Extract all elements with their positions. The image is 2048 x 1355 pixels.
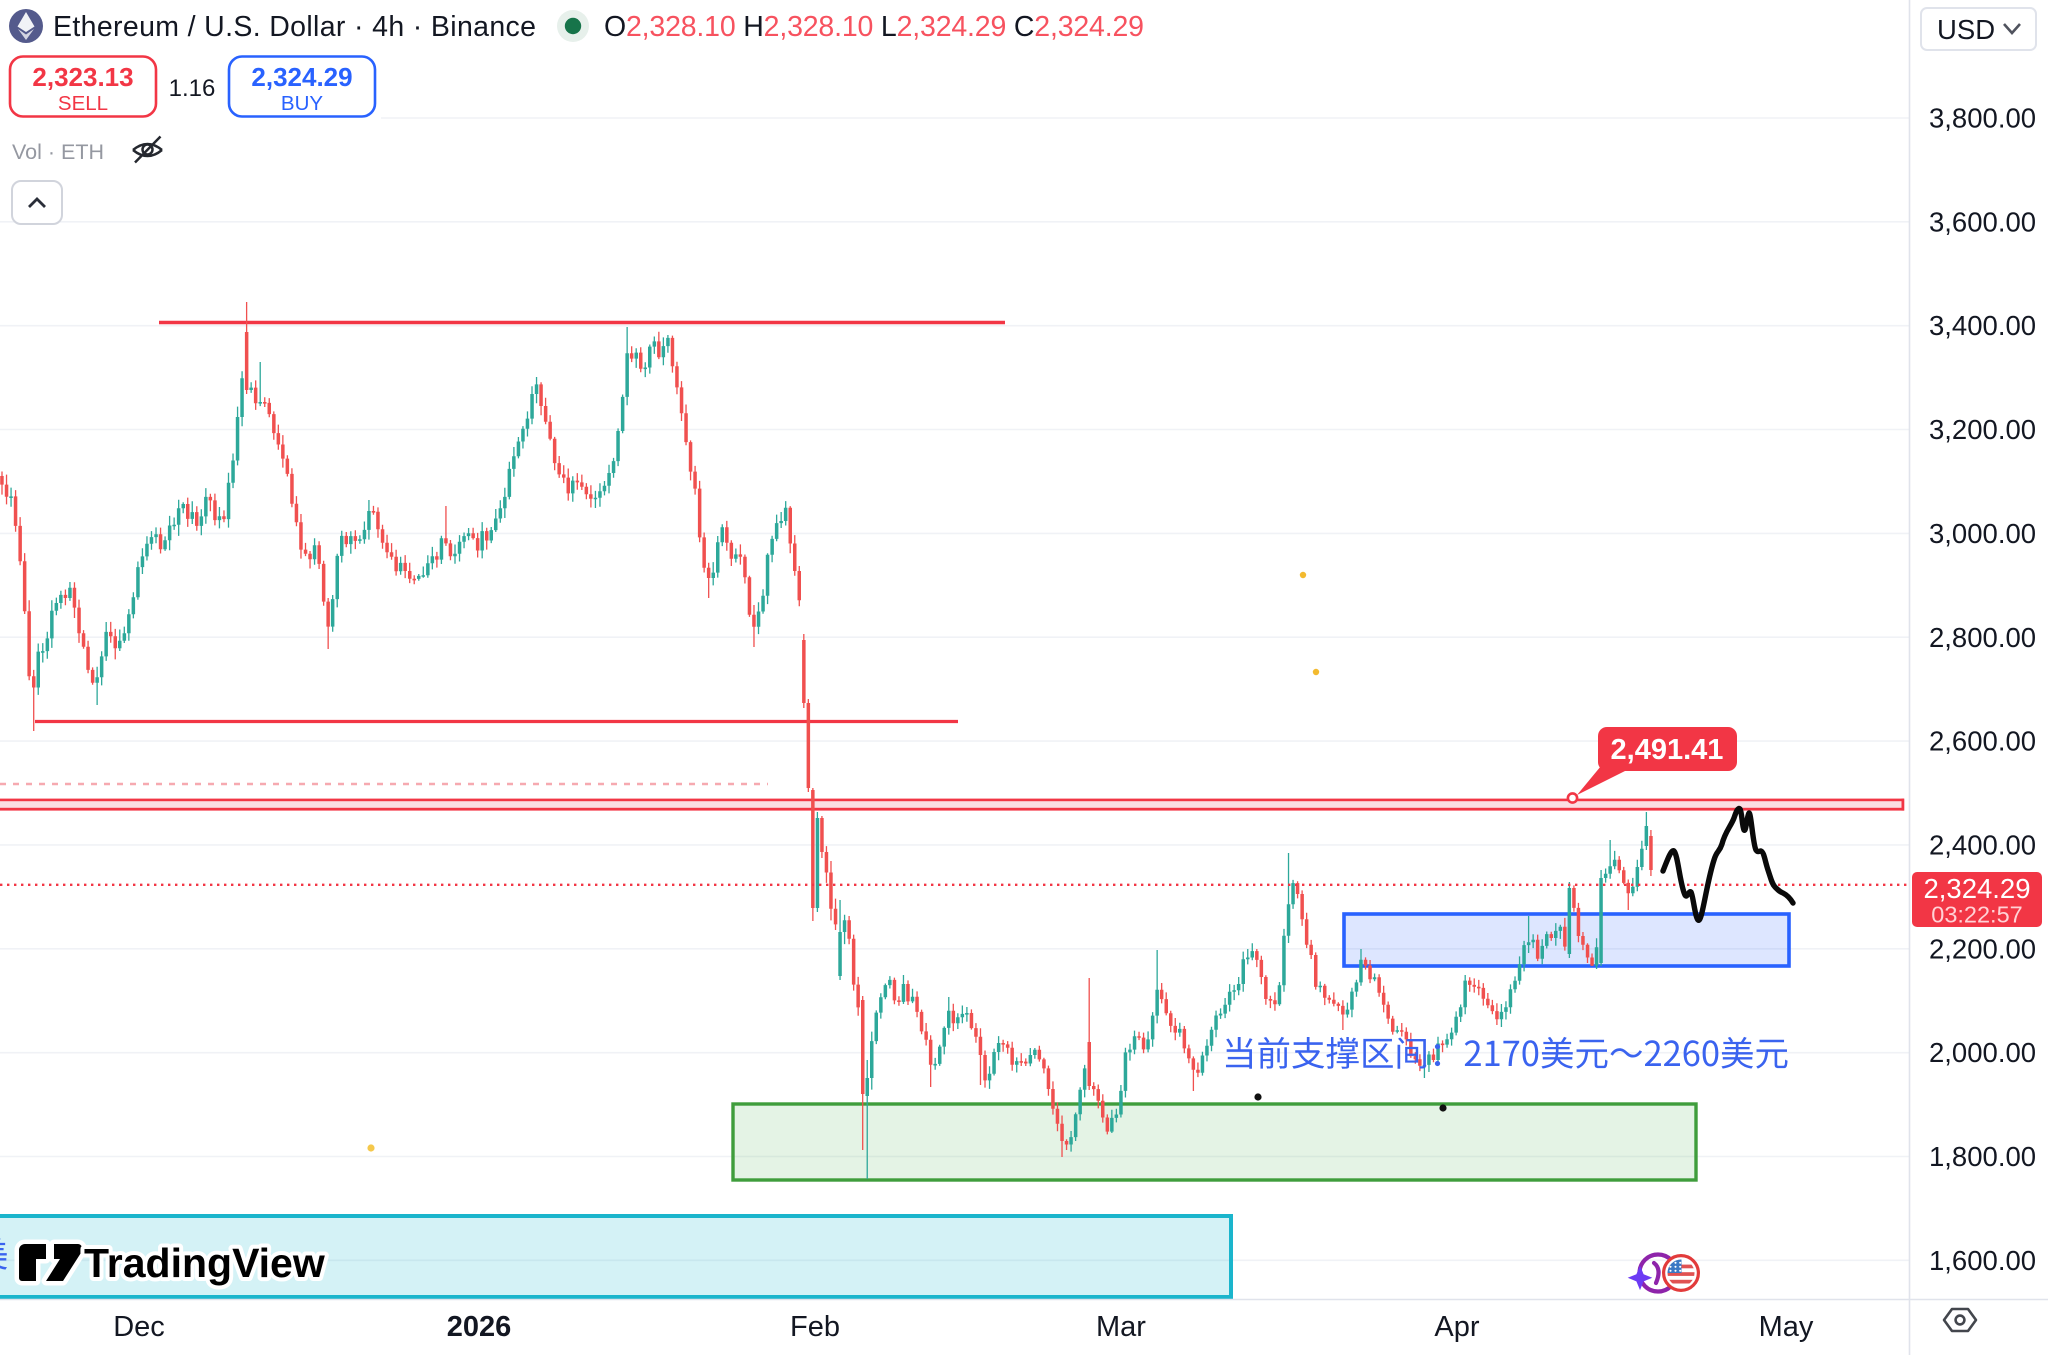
svg-text:2,200.00: 2,200.00 xyxy=(1929,933,2036,964)
svg-text:Mar: Mar xyxy=(1096,1311,1146,1343)
svg-text:3,000.00: 3,000.00 xyxy=(1929,518,2036,549)
svg-text:2,491.41: 2,491.41 xyxy=(1611,734,1724,766)
svg-text:2,600.00: 2,600.00 xyxy=(1929,726,2036,757)
svg-text:May: May xyxy=(1759,1311,1814,1343)
svg-text:2,324.29: 2,324.29 xyxy=(251,62,352,92)
svg-text:O2,328.10 H2,328.10 L2,324.29: O2,328.10 H2,328.10 L2,324.29 C2,324.29 xyxy=(604,11,1144,43)
svg-text:BUY: BUY xyxy=(281,92,323,115)
svg-text:Vol · ETH: Vol · ETH xyxy=(12,140,104,164)
svg-text:3,800.00: 3,800.00 xyxy=(1929,103,2036,134)
svg-text:2,400.00: 2,400.00 xyxy=(1929,829,2036,860)
svg-text:USD: USD xyxy=(1937,14,1995,45)
svg-text:3,400.00: 3,400.00 xyxy=(1929,310,2036,341)
svg-text:Apr: Apr xyxy=(1434,1311,1479,1343)
svg-text:2,800.00: 2,800.00 xyxy=(1929,622,2036,653)
svg-text:SELL: SELL xyxy=(58,92,108,115)
svg-text:2,324.29: 2,324.29 xyxy=(1923,873,2030,904)
svg-text:2026: 2026 xyxy=(447,1311,512,1343)
svg-text:1,800.00: 1,800.00 xyxy=(1929,1141,2036,1172)
svg-text:2,000.00: 2,000.00 xyxy=(1929,1037,2036,1068)
svg-text:Dec: Dec xyxy=(113,1311,165,1343)
svg-text:1,600.00: 1,600.00 xyxy=(1929,1245,2036,1276)
svg-text:Ethereum / U.S. Dollar · 4h ·: Ethereum / U.S. Dollar · 4h · Binance xyxy=(53,11,536,43)
svg-text:2,323.13: 2,323.13 xyxy=(32,62,133,92)
svg-text:TradingView: TradingView xyxy=(84,1240,325,1286)
svg-text:3,200.00: 3,200.00 xyxy=(1929,414,2036,445)
svg-text:3,600.00: 3,600.00 xyxy=(1929,206,2036,237)
svg-text:03:22:57: 03:22:57 xyxy=(1931,902,2022,928)
svg-text:1.16: 1.16 xyxy=(169,75,216,102)
svg-text:Feb: Feb xyxy=(790,1311,840,1343)
